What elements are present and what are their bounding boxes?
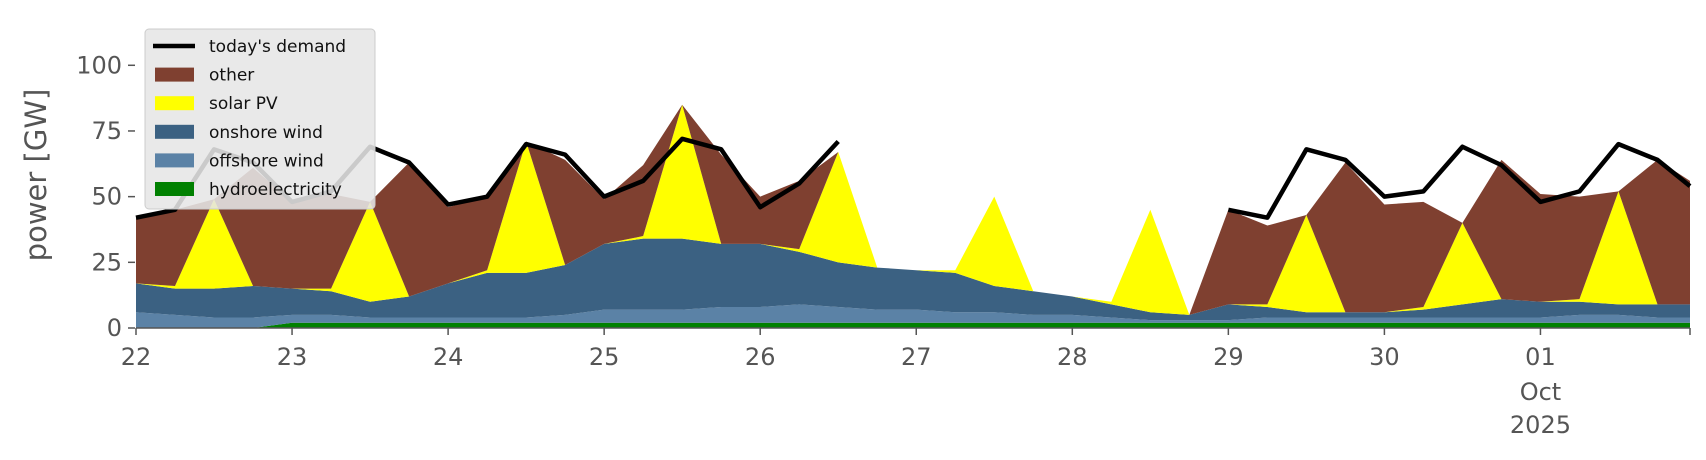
y-axis-label: power [GW] [19,89,53,262]
area-hydroelectricity [136,322,1690,328]
axes: 22 23 24 25 26 27 28 29 30 01 Oct 2025 0 25 50 75 100 p… [19,51,1691,439]
x-ticks: 22 23 24 25 26 27 28 29 30 01 Oct 2025 [121,328,1691,439]
legend-swatch-hydroelectricity [155,182,194,196]
y-tick-label: 50 [91,183,122,211]
stacked-areas [136,104,1690,328]
y-ticks: 0 25 50 75 100 [76,51,135,342]
y-tick-label: 25 [91,248,122,276]
x-tick-label: 29 [1213,343,1244,371]
area-offshore-wind [136,304,1690,328]
y-tick-label: 100 [76,51,122,79]
x-tick-label: 22 [121,343,152,371]
area-onshore-wind [136,238,1690,321]
legend-label-today-s-demand: today's demand [209,37,346,57]
legend-swatch-other [155,67,194,82]
legend-label-solar-pv: solar PV [209,94,278,114]
area-other [136,104,1690,315]
x-tick-label: 01 [1525,343,1556,371]
x-tick-label: 27 [901,343,932,371]
area-solar-pv [136,104,1690,315]
legend-swatch-onshore-wind [155,124,194,139]
x-tick-label: 28 [1057,343,1088,371]
legend-label-other: other [209,66,254,86]
x-tick-label: 26 [745,343,776,371]
y-tick-label: 75 [91,117,122,145]
x-tick-label: 23 [277,343,308,371]
legend-box [144,28,376,210]
legend-label-onshore-wind: onshore wind [209,123,323,143]
legend-swatch-solar-pv [155,96,194,111]
x-tick-month-label: Oct [1520,378,1562,406]
legend: today's demand other solar PV onshore wind o… [144,28,376,210]
x-tick-year-label: 2025 [1510,411,1571,439]
legend-swatch-offshore-wind [155,153,194,168]
x-tick-label: 30 [1369,343,1400,371]
x-tick-label: 25 [589,343,620,371]
legend-label-offshore-wind: offshore wind [209,151,324,171]
legend-label-hydroelectricity: hydroelectricity [209,180,342,200]
x-tick-label: 24 [433,343,464,371]
y-tick-label: 0 [107,314,122,342]
